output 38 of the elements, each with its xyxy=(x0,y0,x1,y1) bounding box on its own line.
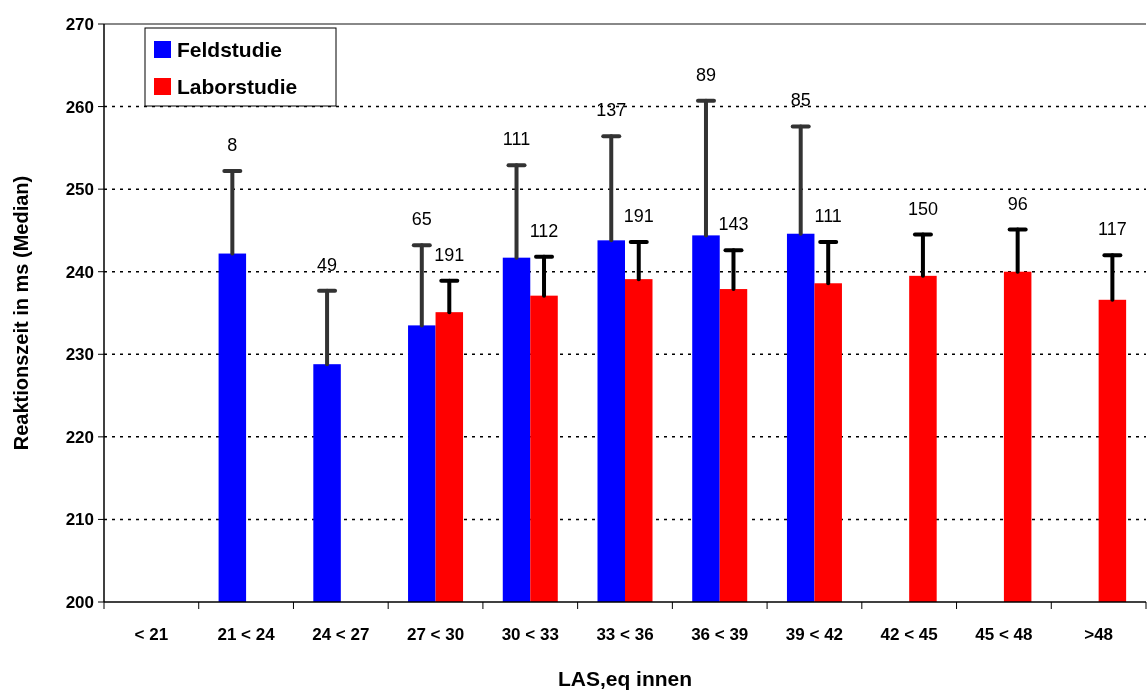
x-tick-label: < 21 xyxy=(134,625,169,644)
x-tick-label: 21 < 24 xyxy=(217,625,276,644)
annotation: 112 xyxy=(529,220,559,241)
x-tick-label: >48 xyxy=(1084,625,1114,644)
annotation: 85 xyxy=(790,90,811,111)
y-tick-label: 210 xyxy=(65,510,94,530)
x-tick-label: 27 < 30 xyxy=(406,625,465,644)
annotation: 111 xyxy=(502,129,531,150)
legend-label: Feldstudie xyxy=(177,38,283,61)
y-axis-title: Reaktionszeit in ms (Median) xyxy=(10,175,32,451)
annotation: 111 xyxy=(814,205,842,226)
y-tick-label: 250 xyxy=(65,180,94,200)
x-tick-label: 45 < 48 xyxy=(975,625,1033,644)
annotation: 89 xyxy=(695,64,716,85)
annotation: 96 xyxy=(1007,193,1028,214)
y-tick-label: 220 xyxy=(65,427,94,447)
annotation: 65 xyxy=(411,209,432,230)
annotation: 150 xyxy=(907,198,938,219)
y-tick-label: 270 xyxy=(65,14,94,34)
x-tick-label: 33 < 36 xyxy=(596,625,654,644)
annotation: 143 xyxy=(718,214,749,235)
annotation: 191 xyxy=(434,244,465,265)
y-tick-label: 240 xyxy=(65,262,94,282)
x-tick-label: 24 < 27 xyxy=(312,625,370,644)
annotation: 117 xyxy=(1098,219,1127,240)
y-tick-label: 200 xyxy=(65,592,94,612)
x-tick-label: 39 < 42 xyxy=(785,625,844,644)
y-tick-label: 260 xyxy=(65,97,94,117)
x-tick-label: 30 < 33 xyxy=(501,625,559,644)
y-tick-label: 230 xyxy=(65,345,94,365)
x-tick-label: 36 < 39 xyxy=(691,625,749,644)
annotation: 191 xyxy=(623,205,654,226)
annotation: 8 xyxy=(227,134,238,155)
annotation: 137 xyxy=(596,100,627,121)
legend-label: Laborstudie xyxy=(177,75,298,98)
x-axis-title: LAS,eq innen xyxy=(557,667,693,690)
annotation: 49 xyxy=(317,254,338,275)
x-tick-label: 42 < 45 xyxy=(880,625,938,644)
